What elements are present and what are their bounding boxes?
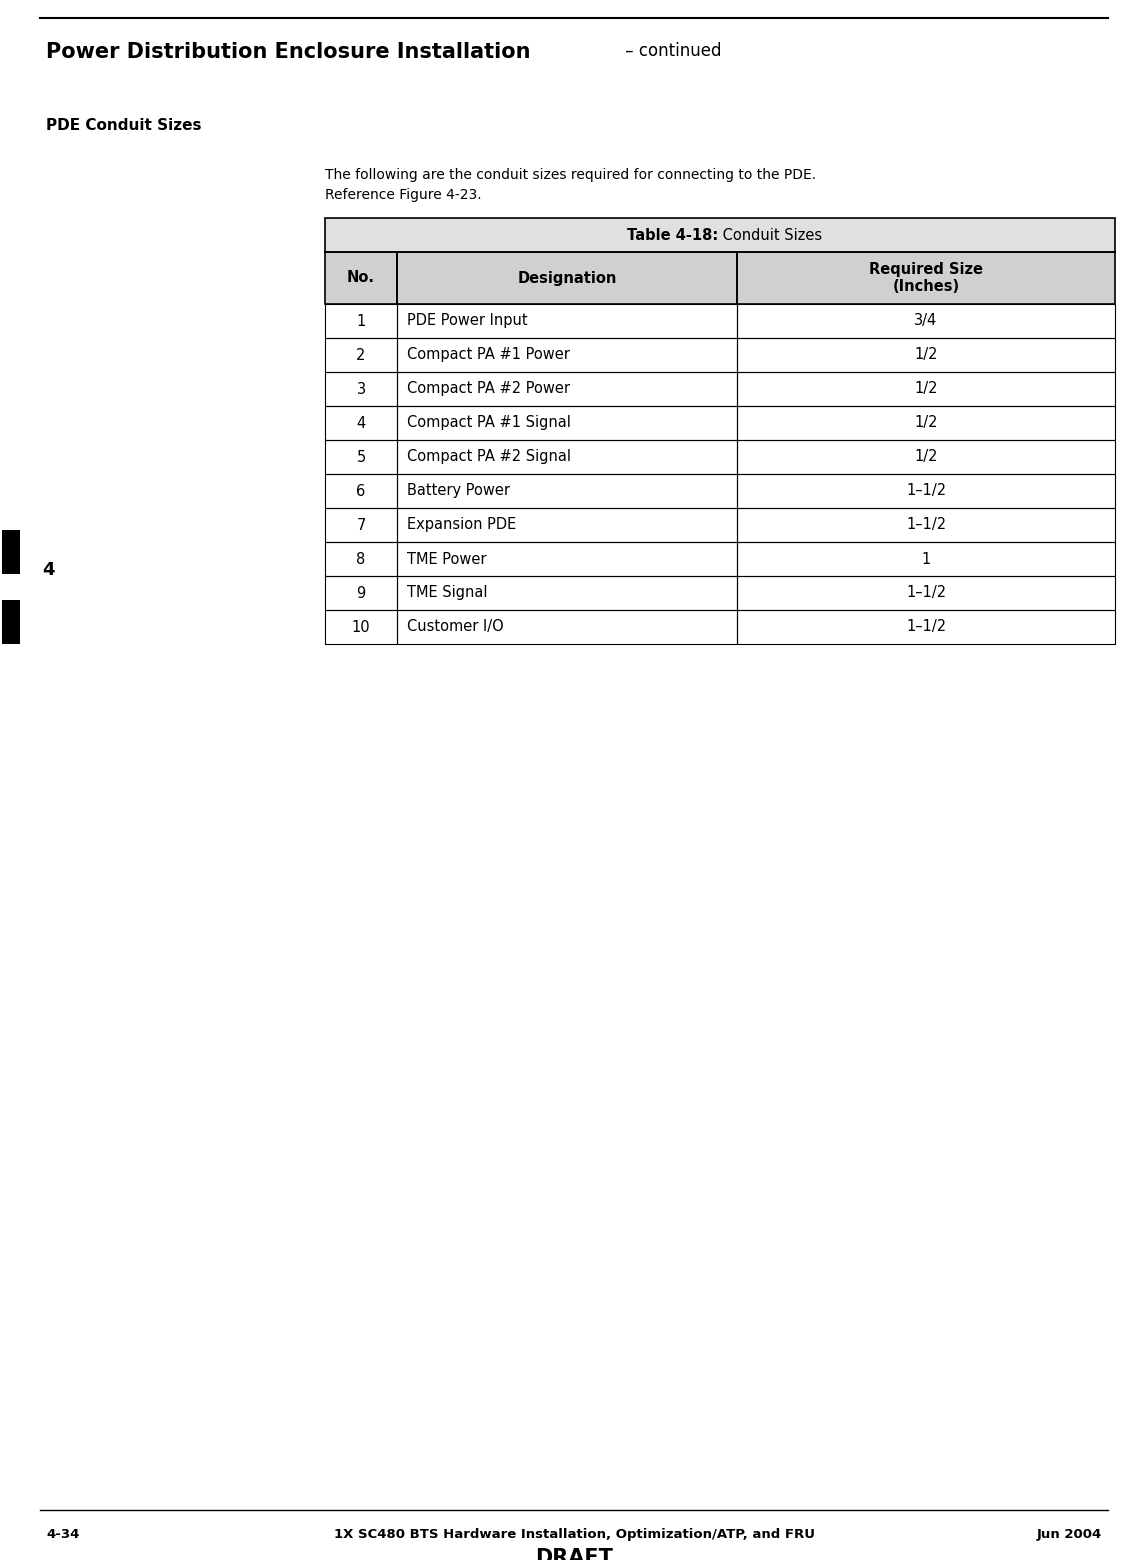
Bar xyxy=(737,371,1115,406)
Text: 4-34: 4-34 xyxy=(46,1527,79,1541)
Text: PDE Power Input: PDE Power Input xyxy=(408,314,528,329)
Text: Battery Power: Battery Power xyxy=(408,484,510,499)
Bar xyxy=(325,474,397,509)
Text: 6: 6 xyxy=(356,484,365,499)
Text: 4: 4 xyxy=(356,415,365,431)
Bar xyxy=(325,253,1115,304)
Text: 1/2: 1/2 xyxy=(914,415,938,431)
Text: 2: 2 xyxy=(356,348,366,362)
Bar xyxy=(325,509,1115,541)
Bar xyxy=(325,218,1115,253)
Bar xyxy=(325,541,1115,576)
Text: Compact PA #1 Power: Compact PA #1 Power xyxy=(408,348,569,362)
Bar xyxy=(325,339,1115,371)
Bar xyxy=(325,371,1115,406)
Bar xyxy=(325,406,1115,440)
Bar xyxy=(325,576,397,610)
Text: 4: 4 xyxy=(42,562,54,579)
Bar xyxy=(325,509,397,541)
Text: 1–1/2: 1–1/2 xyxy=(906,484,946,499)
Text: PDE Conduit Sizes: PDE Conduit Sizes xyxy=(46,119,202,133)
Text: 10: 10 xyxy=(351,619,371,635)
Bar xyxy=(737,339,1115,371)
Text: 1: 1 xyxy=(922,552,931,566)
Bar xyxy=(737,474,1115,509)
Text: – continued: – continued xyxy=(620,42,721,59)
Bar xyxy=(325,440,397,474)
Bar xyxy=(397,440,737,474)
Text: Customer I/O: Customer I/O xyxy=(408,619,504,635)
Bar xyxy=(737,509,1115,541)
Text: Designation: Designation xyxy=(518,270,616,285)
Bar xyxy=(737,406,1115,440)
Bar xyxy=(2,530,20,574)
Text: Compact PA #1 Signal: Compact PA #1 Signal xyxy=(408,415,571,431)
Text: Reference Figure 4-23.: Reference Figure 4-23. xyxy=(325,189,482,201)
Bar xyxy=(737,440,1115,474)
Text: 1X SC480 BTS Hardware Installation, Optimization/ATP, and FRU: 1X SC480 BTS Hardware Installation, Opti… xyxy=(334,1527,814,1541)
Text: The following are the conduit sizes required for connecting to the PDE.: The following are the conduit sizes requ… xyxy=(325,168,816,183)
Text: 8: 8 xyxy=(356,552,365,566)
Bar xyxy=(2,601,20,644)
Bar xyxy=(397,339,737,371)
Bar xyxy=(737,253,1115,304)
Text: Table 4-18:: Table 4-18: xyxy=(627,228,718,242)
Text: 9: 9 xyxy=(356,585,365,601)
Text: Compact PA #2 Signal: Compact PA #2 Signal xyxy=(408,449,571,465)
Text: Jun 2004: Jun 2004 xyxy=(1037,1527,1102,1541)
Bar xyxy=(397,406,737,440)
Text: 3: 3 xyxy=(356,382,365,396)
Bar xyxy=(325,474,1115,509)
Bar xyxy=(737,610,1115,644)
Bar xyxy=(325,304,397,339)
Text: 1–1/2: 1–1/2 xyxy=(906,518,946,532)
Bar xyxy=(325,339,397,371)
Text: DRAFT: DRAFT xyxy=(535,1548,613,1560)
Bar xyxy=(325,406,397,440)
Text: 5: 5 xyxy=(356,449,365,465)
Text: Compact PA #2 Power: Compact PA #2 Power xyxy=(408,382,571,396)
Text: 7: 7 xyxy=(356,518,366,532)
Bar xyxy=(325,576,1115,610)
Bar xyxy=(397,576,737,610)
Text: 1/2: 1/2 xyxy=(914,382,938,396)
Bar xyxy=(397,541,737,576)
Bar xyxy=(397,371,737,406)
Text: 1/2: 1/2 xyxy=(914,348,938,362)
Bar xyxy=(397,610,737,644)
Bar xyxy=(397,509,737,541)
Bar xyxy=(325,610,1115,644)
Text: 1: 1 xyxy=(356,314,365,329)
Text: 3/4: 3/4 xyxy=(914,314,938,329)
Text: No.: No. xyxy=(347,270,375,285)
Bar xyxy=(737,541,1115,576)
Bar xyxy=(397,474,737,509)
Text: TME Power: TME Power xyxy=(408,552,487,566)
Text: Expansion PDE: Expansion PDE xyxy=(408,518,517,532)
Bar xyxy=(325,610,397,644)
Bar xyxy=(325,304,1115,339)
Text: TME Signal: TME Signal xyxy=(408,585,488,601)
Bar xyxy=(325,440,1115,474)
Bar xyxy=(325,218,1115,253)
Bar xyxy=(325,371,397,406)
Text: Power Distribution Enclosure Installation: Power Distribution Enclosure Installatio… xyxy=(46,42,530,62)
Text: Conduit Sizes: Conduit Sizes xyxy=(718,228,822,242)
Bar xyxy=(737,304,1115,339)
Bar xyxy=(397,304,737,339)
Bar xyxy=(325,541,397,576)
Text: Required Size
(Inches): Required Size (Inches) xyxy=(869,262,983,295)
Text: 1–1/2: 1–1/2 xyxy=(906,619,946,635)
Bar xyxy=(325,253,397,304)
Bar xyxy=(737,576,1115,610)
Bar xyxy=(397,253,737,304)
Text: 1–1/2: 1–1/2 xyxy=(906,585,946,601)
Text: 1/2: 1/2 xyxy=(914,449,938,465)
